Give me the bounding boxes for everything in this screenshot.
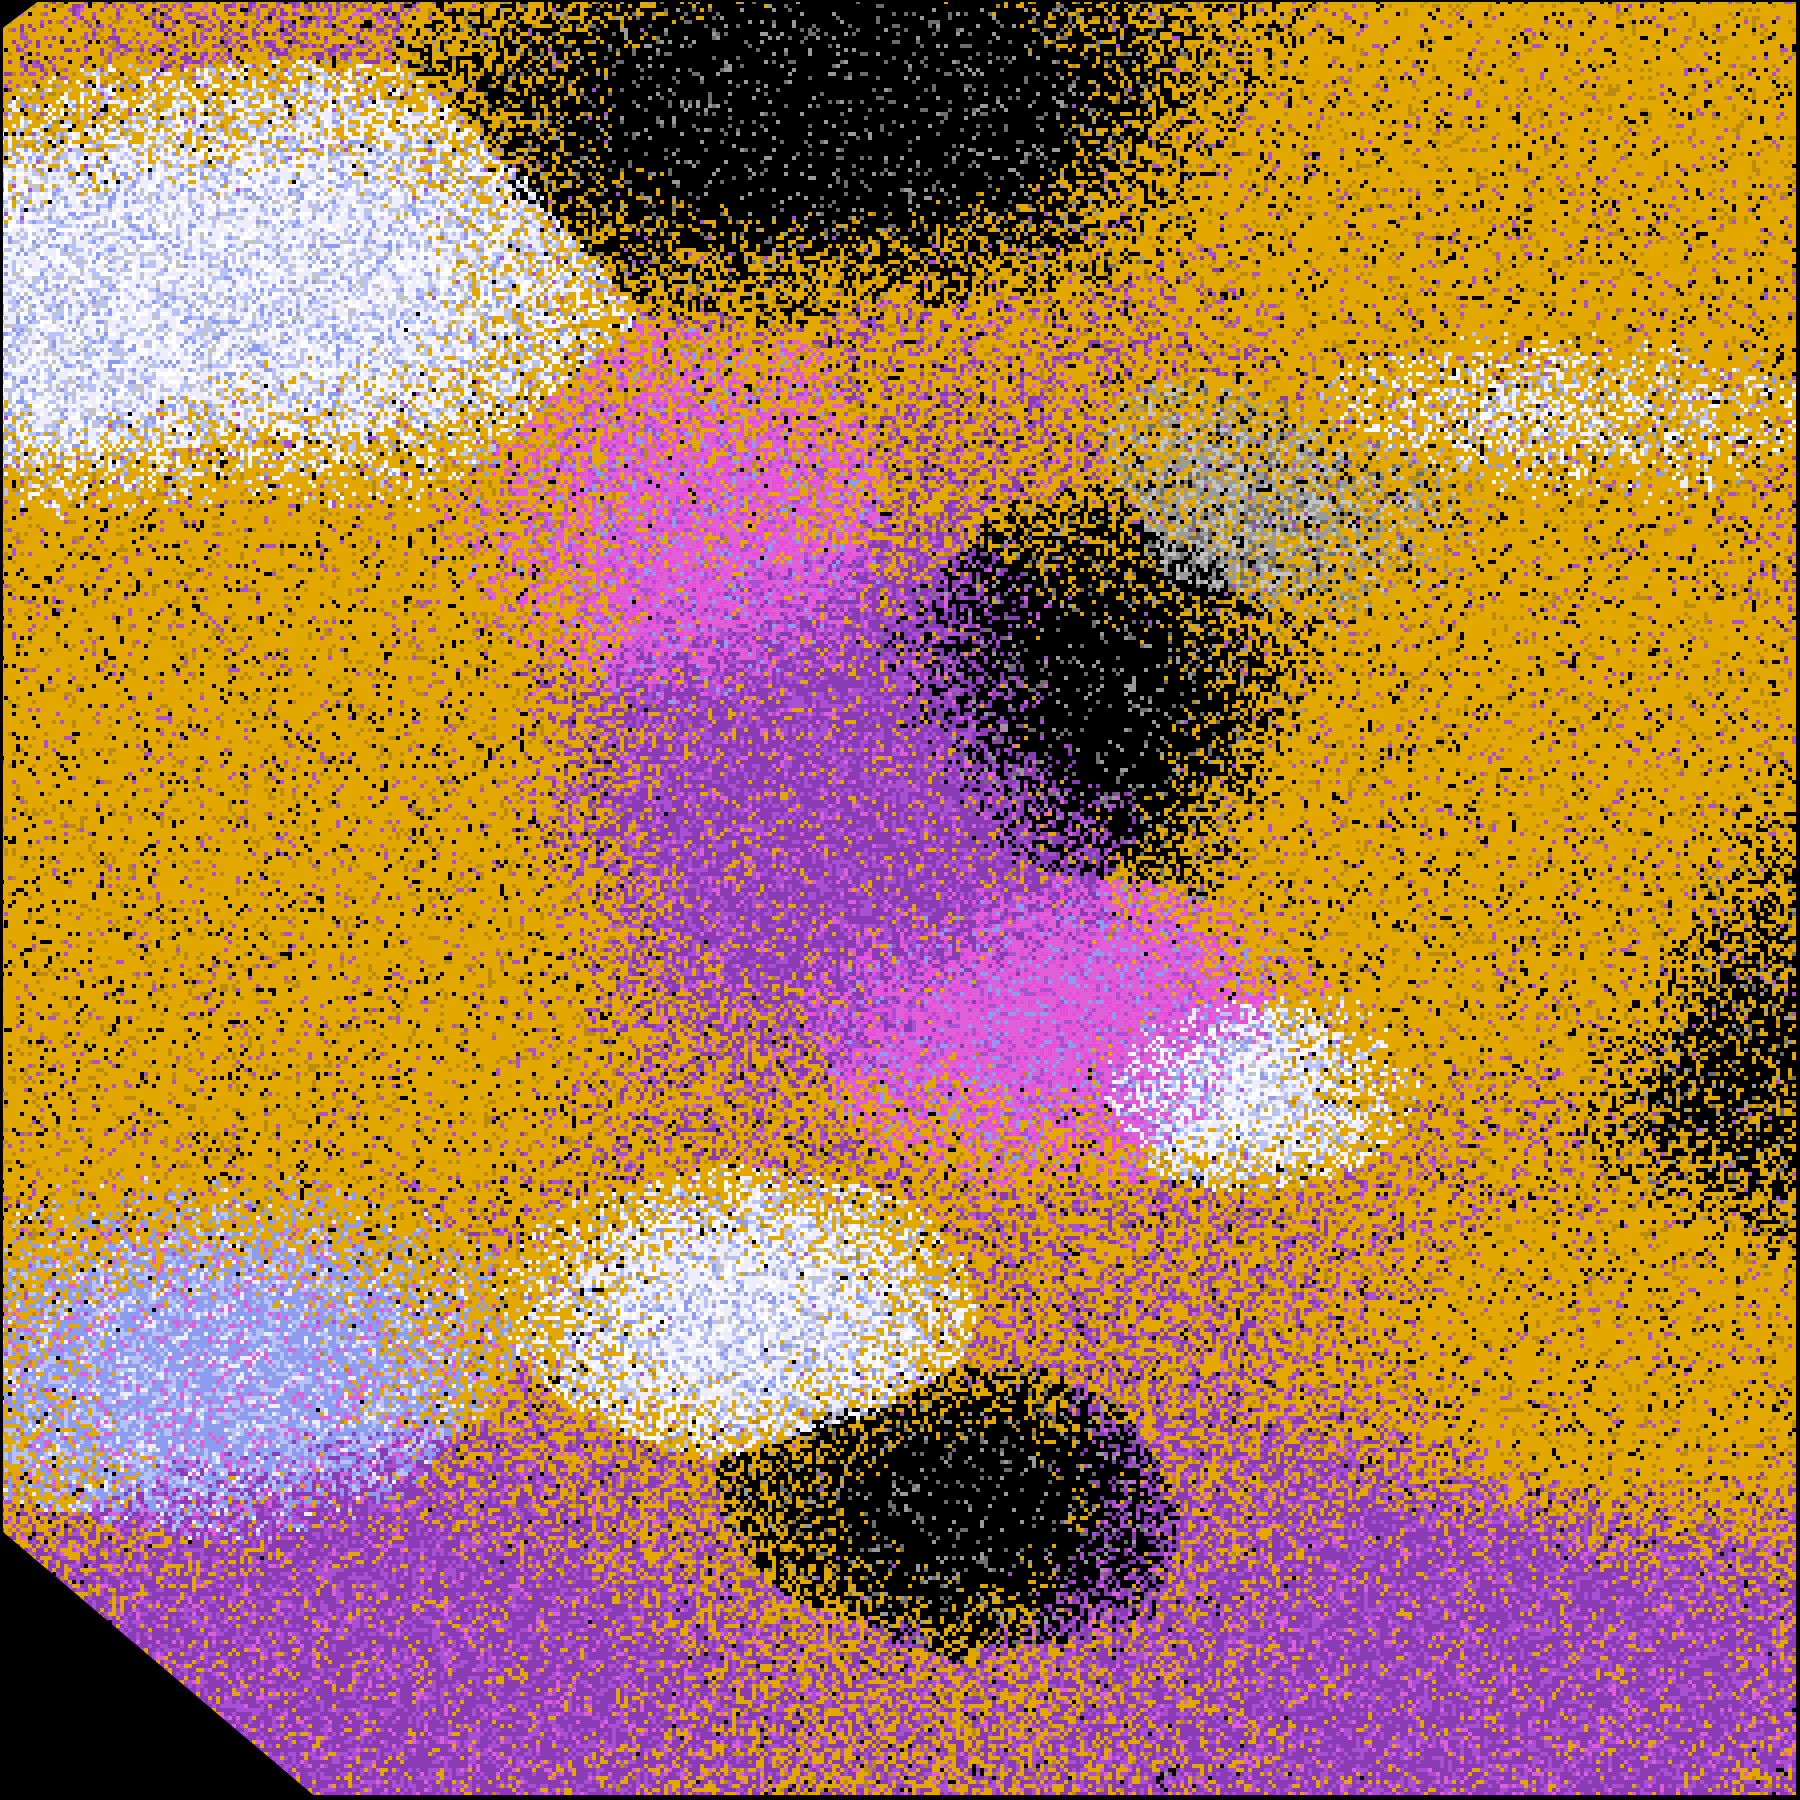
classified-raster-canvas	[0, 0, 1800, 1800]
raster-scene	[0, 0, 1800, 1800]
